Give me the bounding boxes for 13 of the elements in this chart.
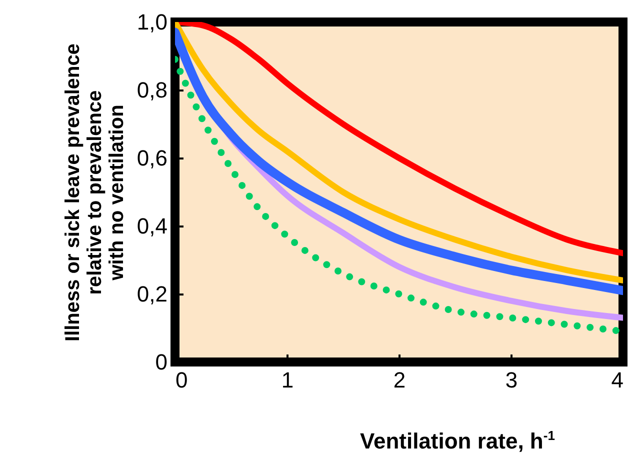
x-tick-label: 1 — [281, 368, 294, 392]
y-tick-label: 0,2 — [136, 282, 168, 306]
x-tick-label: 0 — [176, 368, 188, 392]
x-axis-title: Ventilation rate, h$^{-1}$ — [360, 428, 555, 454]
y-tick-label: 0,8 — [136, 78, 168, 102]
x-tick-label: 2 — [393, 368, 406, 392]
y-axis-title: Illness or sick leave prevalence relative to prevalence with no ventilation — [62, 44, 128, 342]
y-tick-label: 0,4 — [136, 214, 168, 238]
x-tick-label: 4 — [611, 368, 624, 392]
y-tick-label: 0,6 — [136, 146, 168, 170]
y-tick-label: 1,0 — [136, 10, 168, 34]
y-tick-label: 0 — [155, 350, 168, 374]
x-tick-label: 3 — [505, 368, 518, 392]
